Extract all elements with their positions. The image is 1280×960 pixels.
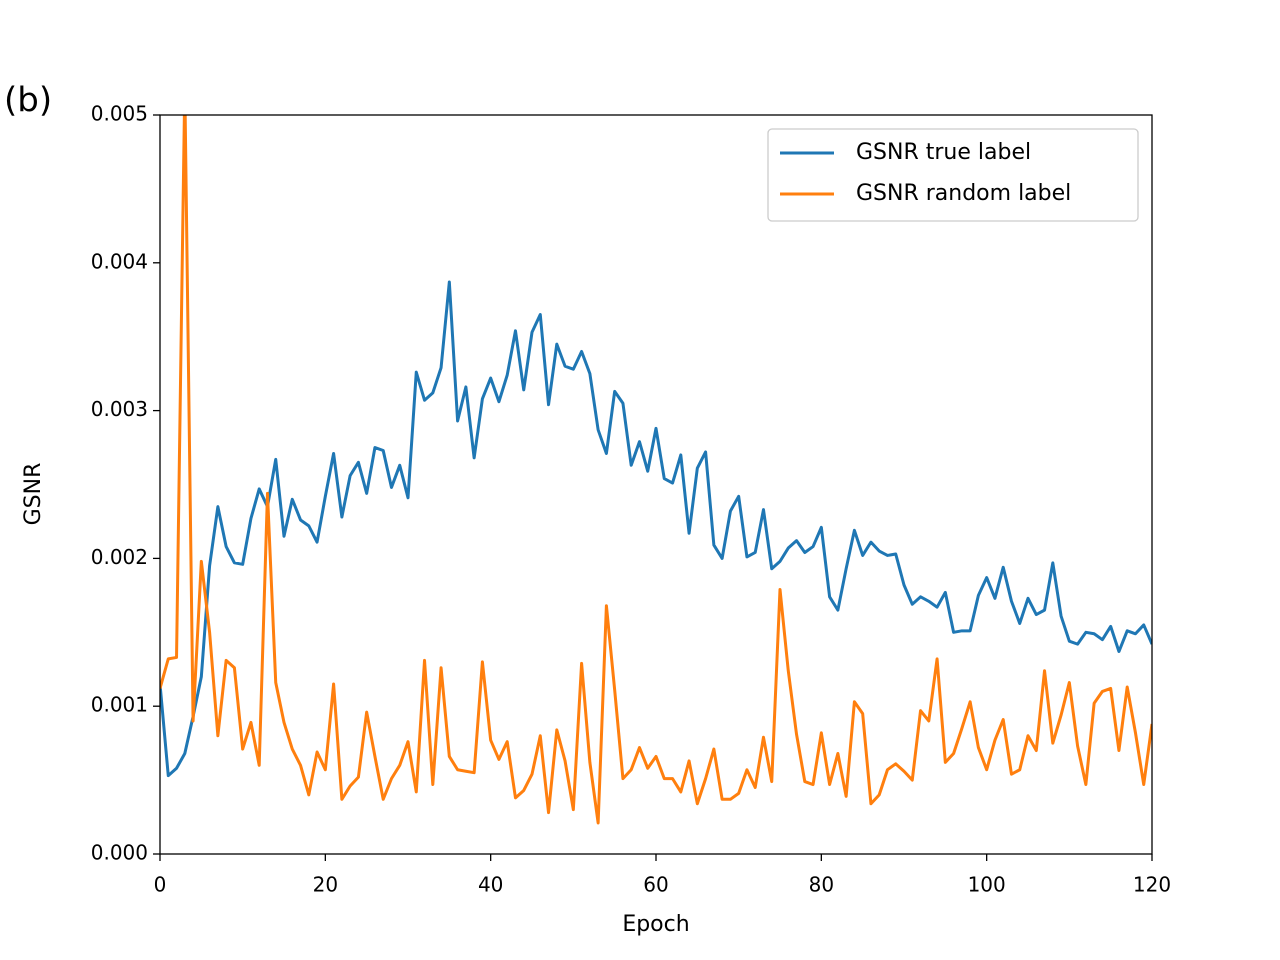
panel-label: (b) — [4, 81, 52, 121]
x-tick-label: 100 — [968, 873, 1006, 897]
x-tick-label: 20 — [313, 873, 338, 897]
legend-box — [767, 128, 1139, 222]
plot-frame — [159, 114, 1153, 855]
y-tick-label: 0.000 — [91, 841, 148, 865]
y-tick-label: 0.004 — [91, 249, 148, 273]
legend-label: GSNR true label — [856, 140, 1031, 165]
legend-label: GSNR random label — [856, 181, 1071, 206]
y-tick-label: 0.003 — [91, 397, 148, 421]
y-tick-label: 0.002 — [91, 545, 148, 569]
data-line — [160, 115, 1152, 825]
y-tick-label: 0.001 — [91, 693, 148, 717]
x-tick-label: 0 — [154, 873, 167, 897]
plot-area — [160, 115, 1152, 825]
data-line — [160, 280, 1152, 778]
x-axis-label: Epoch — [622, 912, 689, 937]
x-tick-label: 40 — [478, 873, 503, 897]
x-tick-label: 120 — [1133, 873, 1171, 897]
x-tick-label: 60 — [643, 873, 668, 897]
y-tick-label: 0.005 — [91, 102, 148, 126]
y-axis-label: GSNR — [21, 463, 46, 526]
x-tick-label: 80 — [809, 873, 834, 897]
